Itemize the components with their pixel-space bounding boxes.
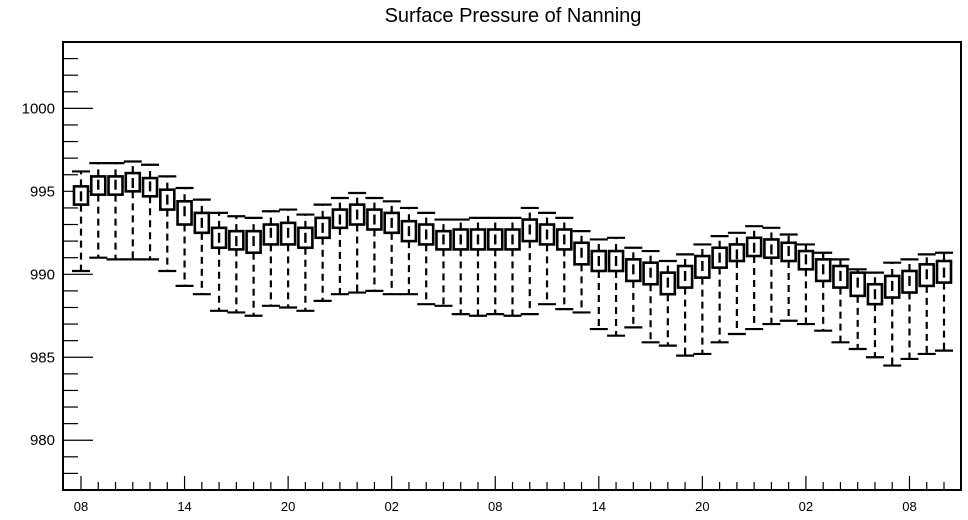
box-item (365, 196, 384, 292)
box-item (279, 208, 298, 309)
box-item (814, 251, 833, 332)
box-item (330, 196, 349, 296)
box-item (607, 236, 626, 337)
box-item (935, 251, 953, 352)
box-item (693, 243, 712, 356)
box-item (572, 230, 591, 314)
box-item (210, 211, 229, 312)
box-item (417, 211, 436, 306)
box-item (641, 249, 660, 344)
box-item (106, 162, 125, 261)
box-item (141, 163, 160, 261)
box-item (865, 271, 884, 359)
box-item (175, 186, 194, 288)
x-axis: 08 14 20 02 08 14 20 02 08 (74, 476, 945, 514)
y-tick-label: 1000 (22, 100, 55, 117)
box-item (520, 206, 539, 316)
box-item (917, 253, 936, 356)
box-item (313, 203, 332, 302)
box-item (503, 216, 522, 317)
box-item (123, 160, 142, 261)
x-tick-label: 20 (695, 499, 709, 514)
box-item (158, 175, 177, 273)
box-item (883, 261, 902, 367)
box-item (296, 213, 315, 312)
x-tick-label: 20 (281, 499, 295, 514)
box-item (848, 268, 867, 351)
box-item (676, 253, 695, 357)
box-item (710, 235, 729, 344)
box-item (538, 211, 557, 306)
box-item (779, 233, 798, 322)
box-item (796, 243, 815, 326)
box-item (900, 258, 919, 361)
box-item (244, 216, 263, 317)
box-item (555, 216, 574, 311)
box-item (762, 226, 781, 326)
x-tick-label: 08 (488, 499, 502, 514)
box-item (261, 210, 280, 307)
box-item (745, 225, 764, 331)
box-item (468, 216, 487, 317)
y-tick-label: 980 (30, 432, 55, 449)
box-item (72, 170, 90, 273)
box-item (658, 259, 677, 347)
x-tick-label: 08 (74, 499, 88, 514)
box-item (192, 198, 211, 296)
y-tick-label: 990 (30, 266, 55, 283)
box-item (451, 218, 470, 316)
box-item (624, 246, 643, 329)
box-item (227, 215, 246, 314)
box-item (382, 200, 401, 296)
box-item (348, 191, 367, 294)
x-tick-label: 02 (799, 499, 813, 514)
y-axis: 980 985 990 995 1000 (22, 41, 93, 491)
y-tick-label: 985 (30, 349, 55, 366)
box-item (434, 218, 453, 307)
x-tick-label: 14 (592, 499, 606, 514)
x-tick-label: 14 (177, 499, 191, 514)
box-item (399, 206, 418, 296)
x-tick-label: 08 (902, 499, 916, 514)
chart-title: Surface Pressure of Nanning (385, 5, 642, 27)
x-tick-label: 02 (384, 499, 398, 514)
box-item (831, 258, 850, 344)
box-item (486, 216, 505, 316)
y-tick-label: 995 (30, 183, 55, 200)
box-item (89, 162, 108, 259)
box-series (72, 160, 953, 367)
box-item (727, 231, 746, 336)
box-item (589, 238, 608, 331)
